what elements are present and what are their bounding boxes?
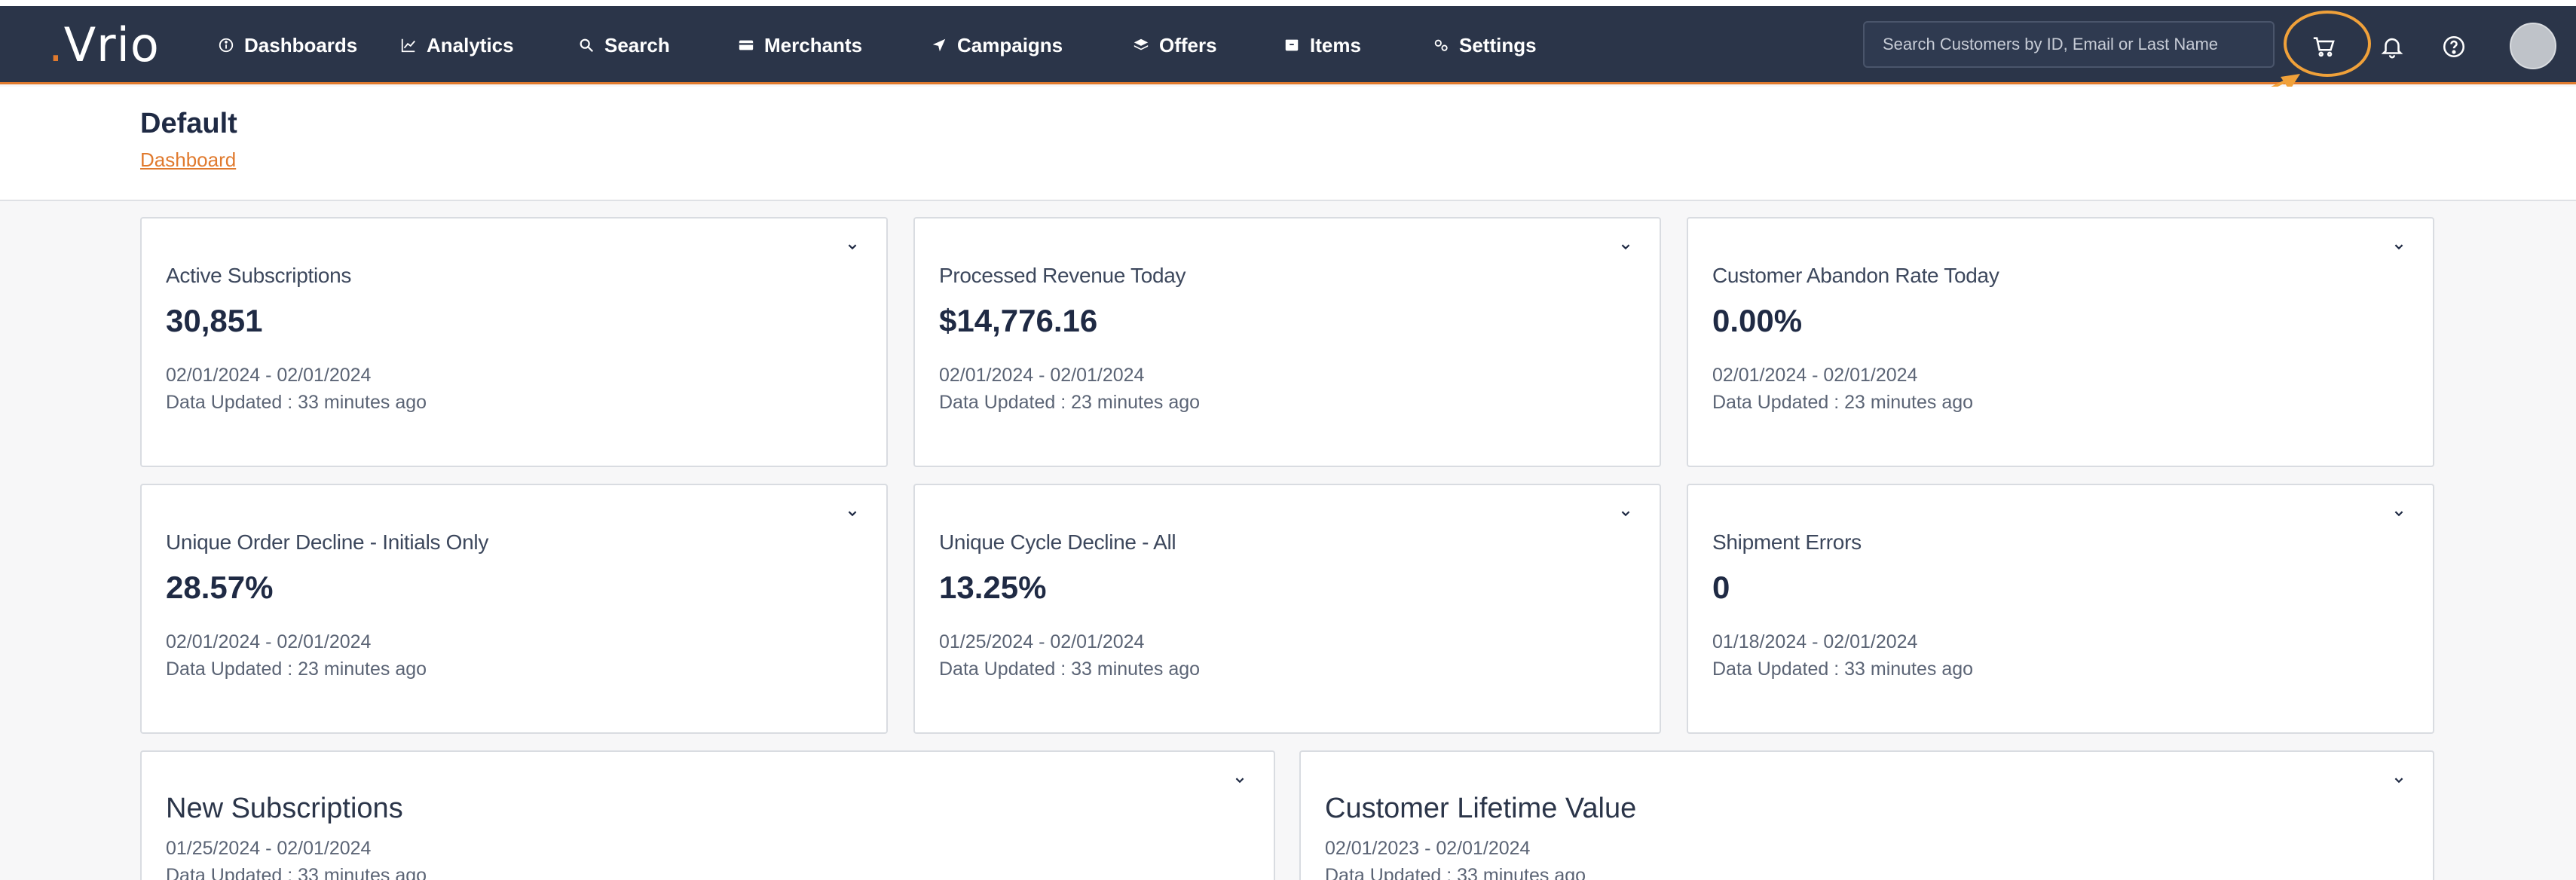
page-header: Default Dashboard (0, 87, 2576, 201)
card-unique-cycle-decline: Unique Cycle Decline - All 13.25% 01/25/… (913, 484, 1661, 734)
cart-button[interactable] (2309, 32, 2339, 62)
nav-analytics-label: Analytics (427, 33, 514, 57)
card-value: 0.00% (1712, 303, 1803, 338)
chevron-down-icon[interactable] (2391, 505, 2410, 524)
card-label: Active Subscriptions (166, 264, 352, 287)
avatar[interactable] (2510, 23, 2556, 69)
card-date-range: 02/01/2024 - 02/01/2024 (939, 365, 1145, 386)
card-label: Processed Revenue Today (939, 264, 1186, 287)
nav-campaigns-label: Campaigns (957, 33, 1063, 57)
chevron-down-icon[interactable] (2391, 772, 2410, 791)
card-updated: Data Updated : 33 minutes ago (1712, 658, 1974, 680)
card-updated: Data Updated : 23 minutes ago (166, 658, 427, 680)
nav-search-label: Search (604, 33, 670, 57)
chevron-down-icon[interactable] (1231, 772, 1251, 791)
nav-offers-label: Offers (1159, 33, 1217, 57)
card-updated: Data Updated : 33 minutes ago (939, 658, 1201, 680)
card-date-range: 01/18/2024 - 02/01/2024 (1712, 631, 1918, 652)
card-updated: Data Updated : 23 minutes ago (939, 392, 1201, 413)
card-date-range: 01/25/2024 - 02/01/2024 (166, 838, 372, 859)
chevron-down-icon[interactable] (2391, 238, 2410, 258)
nav-merchants[interactable]: Merchants (737, 30, 862, 60)
nav-settings-label: Settings (1459, 33, 1537, 57)
card-label: Unique Cycle Decline - All (939, 530, 1176, 554)
vrio-logo[interactable]: .Vrio (48, 17, 160, 72)
credit-card-icon (737, 36, 755, 54)
top-strip (0, 0, 2576, 6)
notifications-button[interactable] (2377, 32, 2407, 62)
card-updated: Data Updated : 33 minutes ago (166, 865, 427, 880)
page-title: Default (140, 108, 237, 139)
card-date-range: 01/25/2024 - 02/01/2024 (939, 631, 1145, 652)
nav-dashboards[interactable]: Dashboards (217, 30, 357, 60)
card-value: 30,851 (166, 303, 263, 338)
customer-search-input[interactable] (1863, 21, 2275, 68)
chevron-down-icon[interactable] (1617, 505, 1637, 524)
card-value: $14,776.16 (939, 303, 1098, 338)
navbar: .Vrio Dashboards Analytics Search Mercha… (0, 6, 2576, 84)
card-processed-revenue: Processed Revenue Today $14,776.16 02/01… (913, 217, 1661, 467)
card-title: New Subscriptions (166, 793, 403, 824)
card-date-range: 02/01/2024 - 02/01/2024 (166, 365, 372, 386)
card-new-subscriptions: New Subscriptions 01/25/2024 - 02/01/202… (140, 750, 1275, 880)
card-date-range: 02/01/2024 - 02/01/2024 (1712, 365, 1918, 386)
card-label: Shipment Errors (1712, 530, 1862, 554)
card-shipment-errors: Shipment Errors 0 01/18/2024 - 02/01/202… (1687, 484, 2434, 734)
nav-search[interactable]: Search (577, 30, 670, 60)
layers-icon (1132, 36, 1150, 54)
card-value: 13.25% (939, 570, 1047, 605)
nav-merchants-label: Merchants (764, 33, 863, 57)
card-customer-lifetime-value: Customer Lifetime Value 02/01/2023 - 02/… (1299, 750, 2434, 880)
card-label: Customer Abandon Rate Today (1712, 264, 1999, 287)
chart-line-icon (399, 36, 418, 54)
card-date-range: 02/01/2024 - 02/01/2024 (166, 631, 372, 652)
nav-campaigns[interactable]: Campaigns (930, 30, 1063, 60)
gears-icon (1432, 36, 1450, 54)
nav-items[interactable]: Items (1283, 30, 1361, 60)
card-value: 28.57% (166, 570, 274, 605)
box-icon (1283, 36, 1301, 54)
card-updated: Data Updated : 33 minutes ago (1325, 865, 1586, 880)
card-abandon-rate: Customer Abandon Rate Today 0.00% 02/01/… (1687, 217, 2434, 467)
cart-icon (2313, 37, 2335, 57)
breadcrumb-dashboard[interactable]: Dashboard (140, 148, 237, 171)
chevron-down-icon[interactable] (1617, 238, 1637, 258)
nav-offers[interactable]: Offers (1132, 30, 1217, 60)
chevron-down-icon[interactable] (844, 238, 864, 258)
chevron-down-icon[interactable] (844, 505, 864, 524)
card-label: Unique Order Decline - Initials Only (166, 530, 489, 554)
card-title: Customer Lifetime Value (1325, 793, 1637, 824)
card-value: 0 (1712, 570, 1730, 605)
card-date-range: 02/01/2023 - 02/01/2024 (1325, 838, 1531, 859)
nav-settings[interactable]: Settings (1432, 30, 1537, 60)
send-icon (930, 36, 948, 54)
card-active-subscriptions: Active Subscriptions 30,851 02/01/2024 -… (140, 217, 888, 467)
help-icon (2443, 35, 2465, 58)
search-icon (577, 36, 595, 54)
nav-dashboards-label: Dashboards (244, 33, 358, 57)
card-updated: Data Updated : 23 minutes ago (1712, 392, 1974, 413)
nav-analytics[interactable]: Analytics (399, 30, 514, 60)
card-unique-order-decline: Unique Order Decline - Initials Only 28.… (140, 484, 888, 734)
card-updated: Data Updated : 33 minutes ago (166, 392, 427, 413)
help-button[interactable] (2439, 32, 2469, 62)
bell-icon (2381, 38, 2403, 59)
info-icon (217, 36, 235, 54)
nav-items-label: Items (1310, 33, 1361, 57)
